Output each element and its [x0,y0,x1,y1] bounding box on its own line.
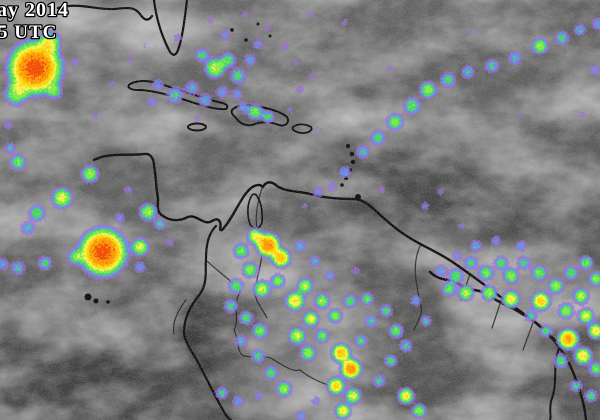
timestamp: ay 2014 5 UTC [0,0,69,44]
timestamp-date: ay 2014 [0,0,69,21]
timestamp-time: 5 UTC [0,22,57,43]
